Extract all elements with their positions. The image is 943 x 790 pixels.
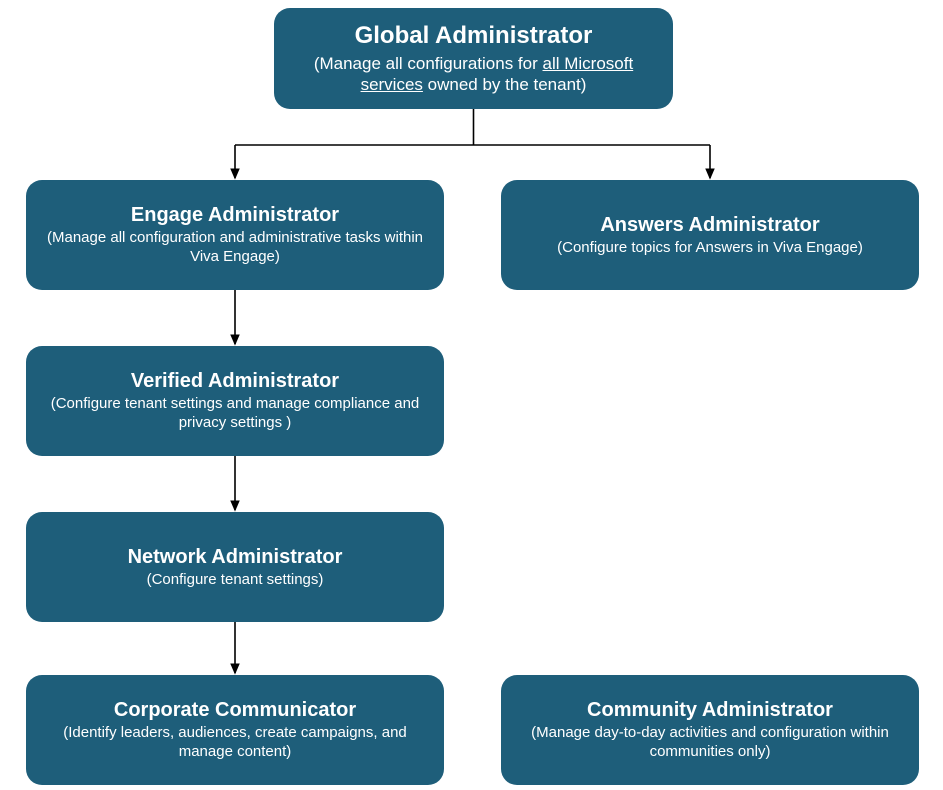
node-answers-administrator: Answers Administrator (Configure topics …	[501, 180, 919, 290]
node-desc-pre: (Manage all configurations for	[314, 54, 543, 73]
node-desc: (Manage all configuration and administra…	[44, 229, 426, 267]
node-title: Network Administrator	[128, 545, 343, 569]
node-desc: (Configure tenant settings)	[147, 571, 324, 590]
diagram-canvas: Global Administrator (Manage all configu…	[0, 0, 943, 790]
node-title: Community Administrator	[587, 698, 833, 722]
node-title: Corporate Communicator	[114, 698, 356, 722]
node-title: Verified Administrator	[131, 369, 339, 393]
node-title: Answers Administrator	[600, 213, 819, 237]
node-desc: (Identify leaders, audiences, create cam…	[44, 724, 426, 762]
node-desc: (Configure topics for Answers in Viva En…	[557, 239, 863, 258]
node-title: Global Administrator	[355, 22, 593, 51]
node-desc: (Manage all configurations for all Micro…	[292, 53, 655, 96]
node-title: Engage Administrator	[131, 203, 339, 227]
node-network-administrator: Network Administrator (Configure tenant …	[26, 512, 444, 622]
node-desc-post: owned by the tenant)	[423, 75, 587, 94]
node-global-administrator: Global Administrator (Manage all configu…	[274, 8, 673, 109]
node-desc: (Configure tenant settings and manage co…	[44, 395, 426, 433]
node-community-administrator: Community Administrator (Manage day-to-d…	[501, 675, 919, 785]
node-desc: (Manage day-to-day activities and config…	[519, 724, 901, 762]
node-verified-administrator: Verified Administrator (Configure tenant…	[26, 346, 444, 456]
node-corporate-communicator: Corporate Communicator (Identify leaders…	[26, 675, 444, 785]
node-engage-administrator: Engage Administrator (Manage all configu…	[26, 180, 444, 290]
